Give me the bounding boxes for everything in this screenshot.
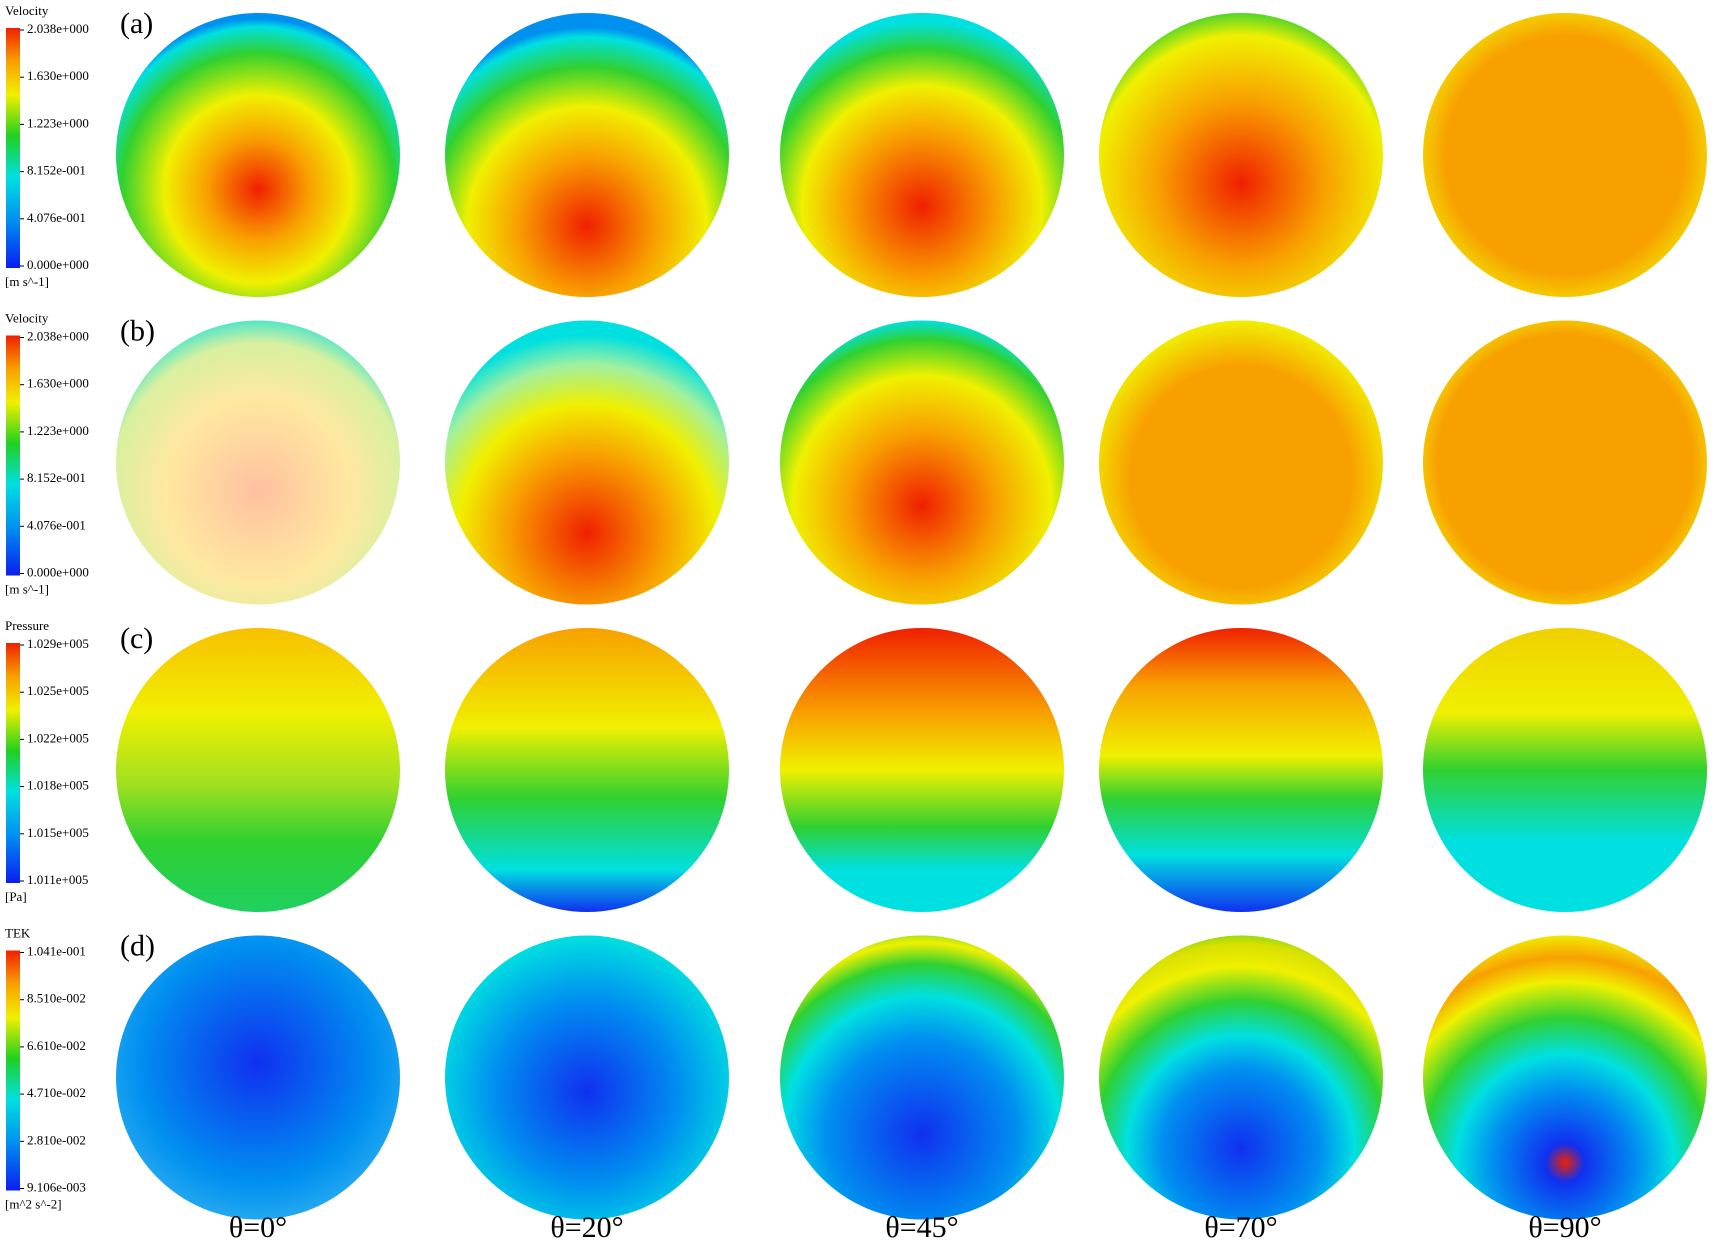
colorbar-tick-label: 6.610e-002	[27, 1038, 86, 1053]
column-label: θ=70°	[1204, 1211, 1277, 1244]
contour-plot	[780, 628, 1064, 912]
colorbar-tick-label: 2.038e+000	[27, 328, 89, 343]
colorbar-tick-label: 9.106e-003	[27, 1179, 86, 1194]
contour-plot	[1423, 935, 1707, 1220]
panel-label: (b)	[120, 314, 155, 347]
colorbar-unit: [m^2 s^-2]	[5, 1196, 62, 1211]
colorbar-title: Pressure	[5, 618, 49, 633]
contour-plot	[1423, 628, 1707, 912]
colorbar-title: Velocity	[5, 3, 49, 18]
colorbar-tick-label: 1.015e+005	[27, 825, 89, 840]
contour-plot	[780, 320, 1064, 605]
contour-plot	[445, 628, 729, 912]
contour-plot	[445, 935, 729, 1220]
colorbar-tick-label: 1.029e+005	[27, 636, 89, 651]
colorbar	[6, 28, 20, 268]
colorbar-tick-label: 2.038e+000	[27, 21, 89, 36]
contour-plot	[1423, 13, 1707, 297]
colorbar-unit: [m s^-1]	[5, 274, 49, 289]
colorbar-tick-label: 4.710e-002	[27, 1085, 86, 1100]
contour-plot	[445, 320, 729, 605]
column-label: θ=45°	[885, 1211, 958, 1244]
colorbar-tick-label: 2.810e-002	[27, 1132, 86, 1147]
colorbar-title: TEK	[5, 925, 31, 940]
colorbar-tick-label: 8.510e-002	[27, 991, 86, 1006]
contour-plot	[116, 320, 400, 605]
colorbar-unit: [Pa]	[5, 889, 27, 904]
colorbar-tick-label: 1.041e-001	[27, 943, 86, 958]
colorbar	[6, 643, 20, 883]
contour-plot	[116, 13, 400, 297]
contour-plot	[1099, 935, 1383, 1220]
colorbar-tick-label: 4.076e-001	[27, 210, 86, 225]
panel-label: (d)	[120, 929, 155, 962]
contour-plot	[780, 13, 1064, 297]
panel-label: (a)	[120, 7, 153, 40]
column-label: θ=90°	[1528, 1211, 1601, 1244]
colorbar-tick-label: 8.152e-001	[27, 470, 86, 485]
contour-plot	[1099, 13, 1383, 297]
colorbar-tick-label: 1.223e+000	[27, 423, 89, 438]
contour-plot	[780, 935, 1064, 1220]
colorbar-title: Velocity	[5, 310, 49, 325]
contour-plot	[445, 13, 729, 297]
column-label: θ=0°	[229, 1211, 287, 1244]
colorbar-tick-label: 1.223e+000	[27, 115, 89, 130]
colorbar-tick-label: 1.025e+005	[27, 683, 89, 698]
colorbar-tick-label: 1.022e+005	[27, 730, 89, 745]
colorbar-tick-label: 0.000e+000	[27, 564, 89, 579]
colorbar-tick-label: 4.076e-001	[27, 517, 86, 532]
contour-plot	[116, 628, 400, 912]
colorbar	[6, 335, 20, 576]
panel-label: (c)	[120, 622, 153, 655]
colorbar	[6, 950, 20, 1191]
contour-plot	[1099, 320, 1383, 605]
colorbar-unit: [m s^-1]	[5, 581, 49, 596]
contour-plot	[116, 935, 400, 1220]
contour-plot	[1423, 320, 1707, 605]
colorbar-tick-label: 8.152e-001	[27, 163, 86, 178]
colorbar-tick-label: 1.018e+005	[27, 778, 89, 793]
column-label: θ=20°	[550, 1211, 623, 1244]
colorbar-tick-label: 0.000e+000	[27, 257, 89, 272]
colorbar-tick-label: 1.630e+000	[27, 68, 89, 83]
contour-plot	[1099, 628, 1383, 912]
colorbar-tick-label: 1.630e+000	[27, 376, 89, 391]
colorbar-tick-label: 1.011e+005	[27, 872, 88, 887]
